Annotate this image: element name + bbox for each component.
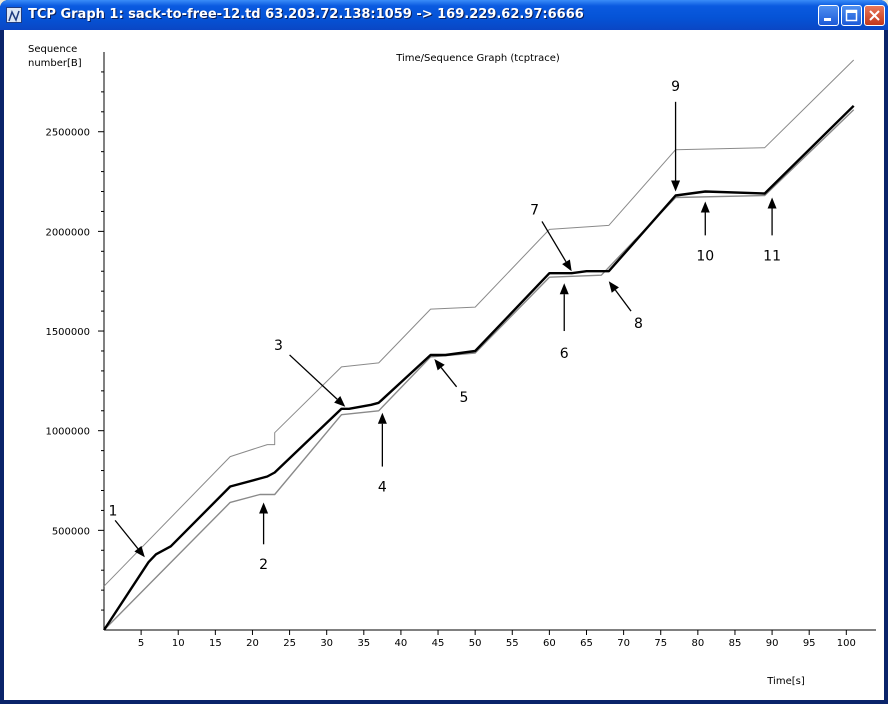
minimize-button[interactable] [818, 5, 839, 26]
annotation-arrowhead-10 [700, 201, 710, 213]
annotation-arrowhead-9 [671, 180, 681, 192]
x-tick-label: 25 [283, 638, 296, 649]
annotation-arrowhead-1 [134, 545, 145, 558]
maximize-icon [842, 9, 861, 29]
x-tick-label: 15 [209, 638, 222, 649]
title-bar[interactable]: TCP Graph 1: sack-to-free-12.td 63.203.7… [0, 0, 888, 30]
x-tick-label: 30 [320, 638, 333, 649]
x-tick-label: 60 [543, 638, 556, 649]
annotation-label-7: 7 [530, 202, 539, 218]
annotation-label-6: 6 [560, 346, 569, 362]
time-sequence-chart[interactable]: Sequence number[B] Time/Sequence Graph (… [4, 30, 884, 700]
maximize-button[interactable] [841, 5, 862, 26]
annotation-arrow-1 [114, 519, 139, 550]
y-tick-label: 2000000 [45, 227, 90, 238]
x-axis-label: Time[s] [766, 676, 805, 687]
window-title: TCP Graph 1: sack-to-free-12.td 63.203.7… [28, 7, 584, 22]
x-tick-label: 80 [691, 638, 704, 649]
annotation-arrow-5 [440, 367, 458, 388]
close-button[interactable] [864, 5, 885, 26]
y-axis-label-line2: number[B] [28, 58, 82, 69]
x-tick-label: 45 [432, 638, 445, 649]
annotation-arrowhead-3 [334, 395, 346, 407]
y-tick-label: 2500000 [45, 128, 90, 139]
x-tick-label: 50 [469, 638, 482, 649]
minimize-icon [819, 14, 838, 29]
annotation-arrowhead-11 [767, 197, 777, 209]
x-tick-label: 55 [506, 638, 519, 649]
annotation-label-11: 11 [763, 248, 781, 264]
annotation-label-3: 3 [274, 338, 283, 354]
annotation-arrowhead-4 [377, 412, 387, 424]
x-tick-label: 85 [729, 638, 742, 649]
x-tick-label: 95 [803, 638, 816, 649]
annotation-arrowhead-2 [259, 502, 269, 514]
series-line-ack [103, 109, 855, 631]
x-tick-label: 40 [395, 638, 408, 649]
annotation-label-8: 8 [634, 316, 643, 332]
series-line-upper [103, 59, 855, 587]
annotation-label-5: 5 [460, 390, 469, 406]
x-tick-label: 70 [617, 638, 630, 649]
close-icon [865, 10, 884, 29]
annotation-arrowhead-5 [434, 358, 445, 371]
series-line-data [102, 104, 855, 631]
annotation-arrow-3 [289, 354, 338, 400]
annotation-label-9: 9 [671, 79, 680, 95]
annotation-arrow-7 [541, 221, 567, 263]
annotation-label-4: 4 [378, 479, 387, 495]
x-tick-label: 90 [766, 638, 779, 649]
x-tick-label: 20 [246, 638, 259, 649]
annotation-label-10: 10 [696, 248, 714, 264]
graph-canvas-area[interactable]: Sequence number[B] Time/Sequence Graph (… [4, 30, 884, 700]
annotation-arrowhead-6 [559, 283, 569, 295]
annotation-label-2: 2 [259, 557, 268, 573]
x-tick-label: 10 [172, 638, 185, 649]
x-tick-label: 65 [580, 638, 593, 649]
y-axis-label-line1: Sequence [28, 44, 77, 55]
y-tick-label: 1000000 [45, 427, 90, 438]
x-tick-label: 35 [357, 638, 370, 649]
annotation-arrowhead-8 [608, 281, 619, 293]
x-tick-label: 75 [654, 638, 667, 649]
annotation-arrowhead-7 [562, 259, 572, 272]
x-tick-label: 100 [837, 638, 856, 649]
y-tick-label: 1500000 [45, 327, 90, 338]
annotation-arrow-8 [614, 289, 632, 312]
tcp-graph-app-icon [6, 7, 22, 23]
chart-title: Time/Sequence Graph (tcptrace) [395, 53, 560, 64]
y-tick-label: 500000 [52, 526, 90, 537]
x-tick-label: 5 [138, 638, 144, 649]
annotation-label-1: 1 [108, 503, 117, 519]
